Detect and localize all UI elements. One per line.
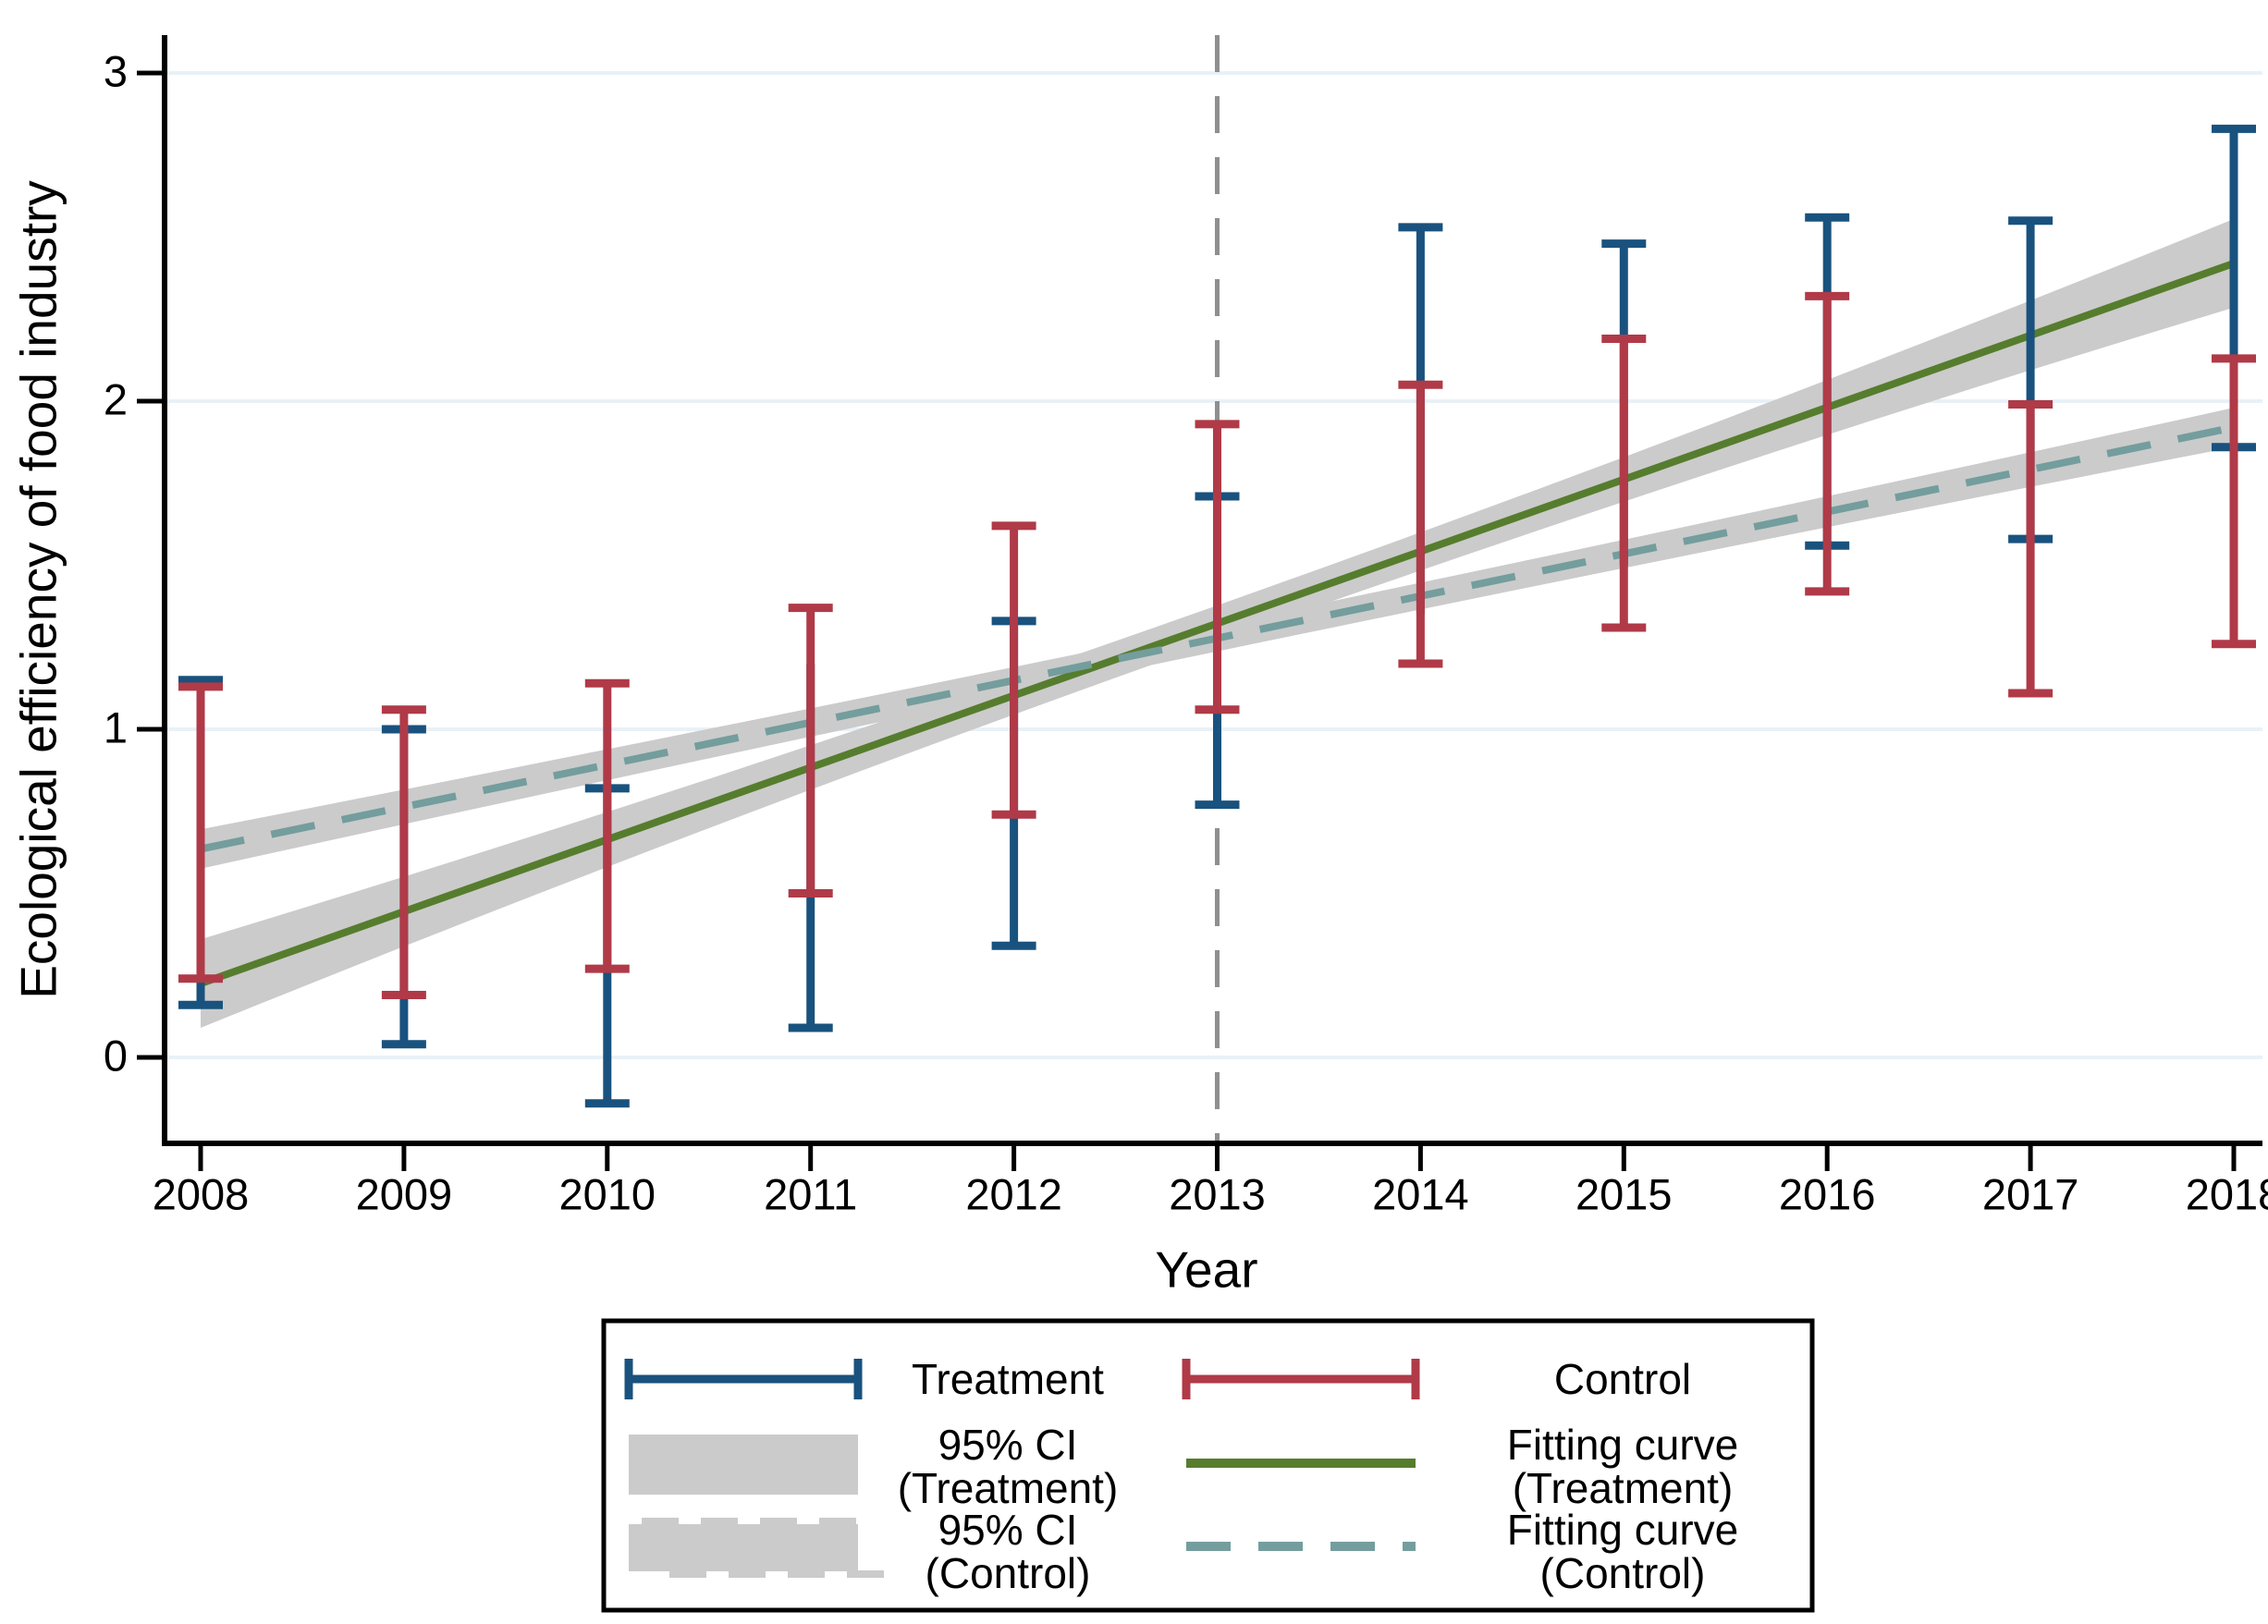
legend-band-notch-top <box>819 1518 856 1525</box>
legend-label-fit-treatment-line2: (Treatment) <box>1513 1464 1734 1512</box>
error-bar-control-2016 <box>1805 291 1850 596</box>
error-bar-control-2008 <box>178 682 223 983</box>
legend-entry-ci-control: 95% CI(Control) <box>629 1506 1090 1597</box>
error-bar-control-2013 <box>1195 420 1240 714</box>
x-tick-label-2011: 2011 <box>764 1169 857 1218</box>
x-tick-label-2010: 2010 <box>559 1169 656 1218</box>
legend-entry-treatment-errorbar: Treatment <box>624 1355 1104 1403</box>
legend-entry-ci-treatment: 95% CI(Treatment) <box>629 1421 1118 1512</box>
x-tick-label-2009: 2009 <box>356 1169 453 1218</box>
x-tick-label-2018: 2018 <box>2186 1169 2268 1218</box>
legend-label-fit-control-line1: Fitting curve <box>1507 1506 1739 1554</box>
y-tick-label-1: 1 <box>104 702 128 751</box>
error-bar-control-2012 <box>991 521 1036 819</box>
legend-label-fit-control-line2: (Control) <box>1540 1549 1706 1597</box>
y-tick-label-3: 3 <box>104 46 128 95</box>
legend-label-ci-control-line1: 95% CI <box>938 1506 1078 1554</box>
legend-label-ci-treatment-line2: (Treatment) <box>898 1464 1119 1512</box>
x-axis-title: Year <box>1155 1241 1257 1299</box>
error-bar-control-2017 <box>2008 400 2053 698</box>
legend-ci-band-dashed-sample <box>629 1524 858 1571</box>
legend-band-notch-top <box>642 1518 679 1525</box>
error-bar-control-2010 <box>584 678 630 973</box>
legend-band-notch-bottom <box>729 1570 766 1578</box>
legend-entry-control-errorbar: Control <box>1182 1355 1691 1403</box>
legend-label-fit-treatment-line1: Fitting curve <box>1507 1421 1739 1469</box>
x-tick-label-2012: 2012 <box>965 1169 1062 1218</box>
x-tick-label-2016: 2016 <box>1779 1169 1876 1218</box>
error-bar-control-2011 <box>788 604 833 897</box>
legend-band-notch-top <box>701 1518 738 1525</box>
legend-band-notch-bottom <box>788 1570 825 1578</box>
legend-band-notch-top <box>760 1518 797 1525</box>
legend-entry-fit-treatment: Fitting curve(Treatment) <box>1186 1421 1738 1512</box>
legend-band-notch-bottom <box>669 1570 706 1578</box>
error-bar-control-2009 <box>381 705 426 1000</box>
x-tick-label-2015: 2015 <box>1575 1169 1673 1218</box>
y-tick-label-0: 0 <box>104 1031 128 1080</box>
x-tick-label-2008: 2008 <box>153 1169 250 1218</box>
legend-band-notch-bottom <box>847 1570 884 1578</box>
error-bar-control-2018 <box>2212 354 2256 649</box>
y-axis-title: Ecological efficiency of food industry <box>10 180 67 999</box>
legend-label-ci-control-line2: (Control) <box>926 1549 1091 1597</box>
legend-ci-band-sample <box>629 1435 858 1495</box>
legend-label-treatment-errorbar: Treatment <box>912 1355 1104 1403</box>
x-tick-label-2013: 2013 <box>1169 1169 1266 1218</box>
x-tick-label-2017: 2017 <box>1982 1169 2079 1218</box>
legend-entry-fit-control: Fitting curve(Control) <box>1186 1506 1738 1597</box>
legend-label-control-errorbar: Control <box>1554 1355 1691 1403</box>
error-bar-control-2015 <box>1601 335 1647 632</box>
legend-label-ci-treatment-line1: 95% CI <box>938 1421 1078 1469</box>
x-tick-label-2014: 2014 <box>1372 1169 1469 1218</box>
error-bar-control-2014 <box>1398 380 1443 668</box>
y-tick-label-2: 2 <box>104 374 128 423</box>
